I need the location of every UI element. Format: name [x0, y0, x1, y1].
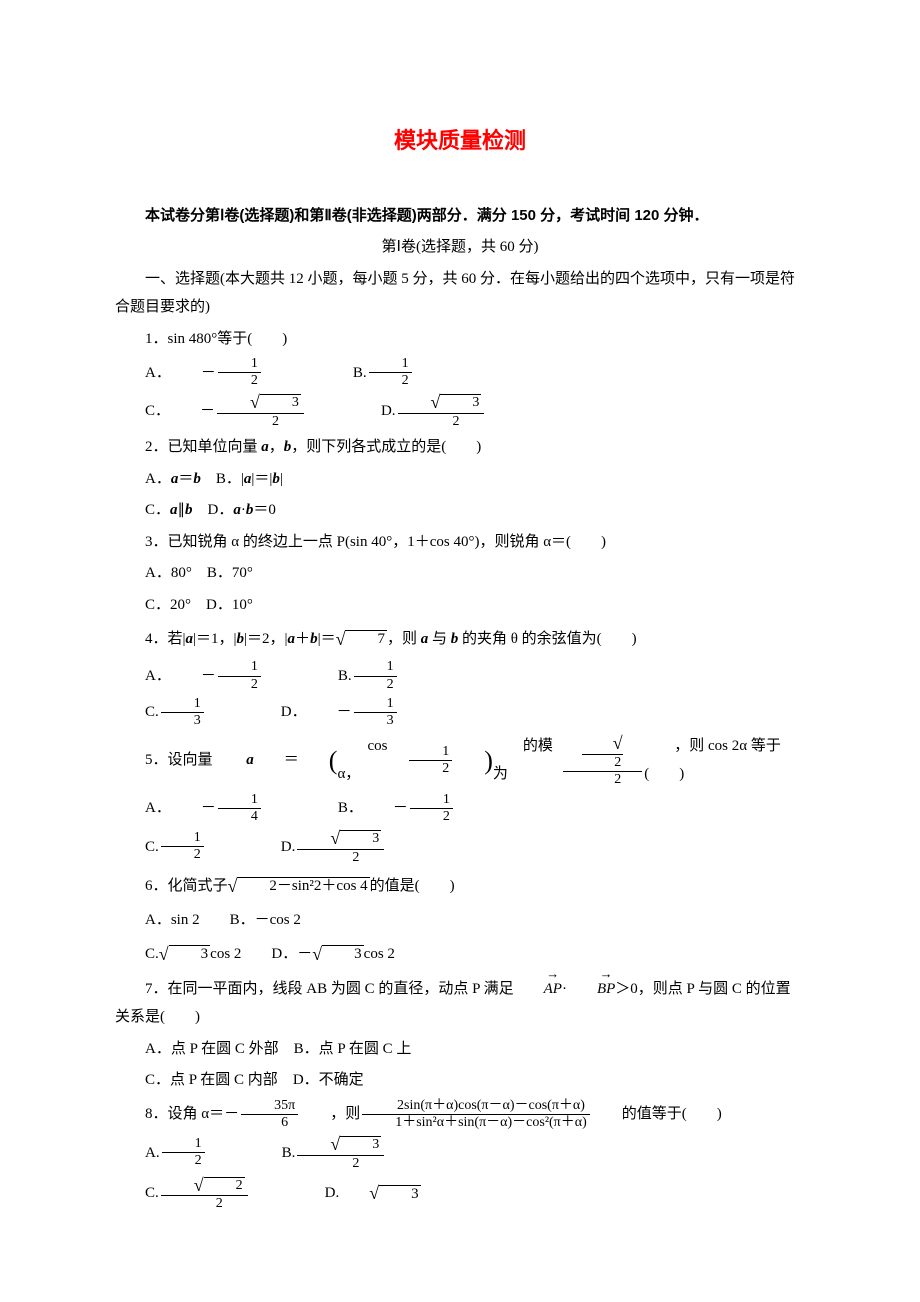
q2-options-cd: C．a∥b D．a·b＝0	[115, 496, 805, 525]
section-header: 第Ⅰ卷(选择题，共 60 分)	[115, 233, 805, 262]
q1-stem: 1．sin 480°等于( )	[115, 325, 805, 354]
q5-options-cd: C.12 D.√32	[115, 828, 805, 866]
q6-options-ab: A．sin 2 B．－cos 2	[115, 906, 805, 935]
section-description: 一、选择题(本大题共 12 小题，每小题 5 分，共 60 分．在每小题给出的四…	[115, 265, 805, 322]
q4-options-cd: C.13 D．－13	[115, 696, 805, 729]
q6-stem: 6．化简式子√2－sin²2＋cos 4的值是( )	[115, 869, 805, 903]
q2-options-ab: A．a＝b B．|a|＝|b|	[115, 465, 805, 494]
q8-stem: 8．设角 α＝－35π6，则2sin(π＋α)cos(π－α)－cos(π＋α)…	[115, 1098, 805, 1131]
q1-options-ab: A．－12 B.12	[115, 356, 805, 389]
q5-stem: 5．设向量 a＝(cos α，12)的模为√22，则 cos 2α 等于( )	[115, 732, 805, 789]
q3-options-ab: A．80° B．70°	[115, 559, 805, 588]
exam-intro: 本试卷分第Ⅰ卷(选择题)和第Ⅱ卷(非选择题)两部分．满分 150 分，考试时间 …	[115, 202, 805, 231]
page-title: 模块质量检测	[115, 120, 805, 162]
q8-options-ab: A.12 B.√32	[115, 1134, 805, 1172]
q8-options-cd: C.√22 D.√3	[115, 1175, 805, 1213]
q7-options-ab: A．点 P 在圆 C 外部 B．点 P 在圆 C 上	[115, 1035, 805, 1064]
q2-stem: 2．已知单位向量 a，b，则下列各式成立的是( )	[115, 433, 805, 462]
q1-options-cd: C．－√32 D.√32	[115, 392, 805, 430]
q6-options-cd: C.√3cos 2 D．－√3cos 2	[115, 937, 805, 971]
q4-stem: 4．若|a|＝1，|b|＝2，|a＋b|＝√7，则 a 与 b 的夹角 θ 的余…	[115, 622, 805, 656]
q7-stem: 7．在同一平面内，线段 AB 为圆 C 的直径，动点 P 满足AP·BP＞0，则…	[115, 975, 805, 1032]
q5-options-ab: A．－14 B．－12	[115, 792, 805, 825]
q7-options-cd: C．点 P 在圆 C 内部 D．不确定	[115, 1066, 805, 1095]
q3-stem: 3．已知锐角 α 的终边上一点 P(sin 40°，1＋cos 40°)，则锐角…	[115, 528, 805, 557]
q4-options-ab: A．－12 B.12	[115, 659, 805, 692]
q3-options-cd: C．20° D．10°	[115, 591, 805, 620]
